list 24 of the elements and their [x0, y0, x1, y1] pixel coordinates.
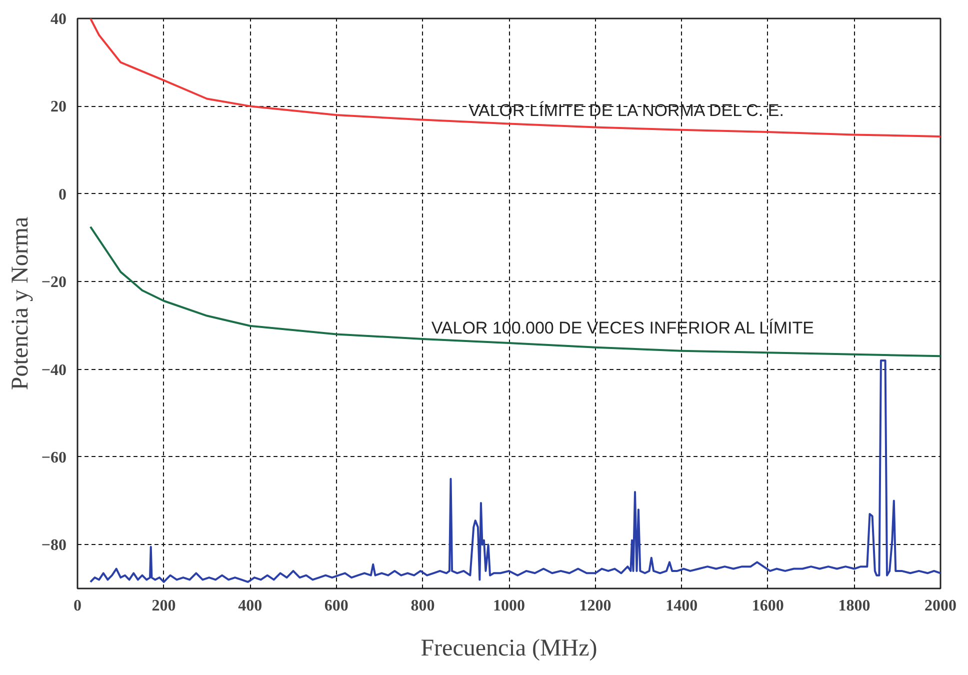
x-tick-label: 1800: [838, 598, 870, 614]
x-tick-label: 0: [74, 598, 82, 614]
x-tick-label: 400: [238, 598, 262, 614]
y-tick-label: 40: [50, 11, 66, 28]
line-series: [89, 18, 940, 138]
y-tick-label: −60: [41, 449, 67, 466]
line-series: [89, 226, 940, 358]
x-axis-title: Frecuencia (MHz): [420, 636, 598, 662]
x-tick-label: 1200: [579, 598, 612, 614]
y-tick-label: −80: [41, 537, 67, 554]
y-tick-label: −20: [41, 274, 67, 292]
line-series: [89, 360, 940, 583]
x-tick-label: 200: [152, 598, 176, 614]
x-tick-label: 1600: [752, 598, 784, 614]
x-tick-label: 600: [324, 598, 348, 614]
x-tick-label: 1000: [493, 598, 525, 614]
y-axis-title: Potencia y Norma: [7, 216, 34, 390]
y-tick-label: 20: [50, 98, 66, 116]
series-label: VALOR 100.000 DE VECES INFERIOR AL LÍMITE: [431, 318, 814, 338]
x-tick-label: 2000: [924, 598, 956, 614]
y-tick-label: −40: [41, 362, 67, 379]
x-tick-label: 800: [410, 598, 435, 614]
y-tick-label: 0: [58, 186, 66, 204]
x-tick-label: 1400: [666, 598, 698, 614]
